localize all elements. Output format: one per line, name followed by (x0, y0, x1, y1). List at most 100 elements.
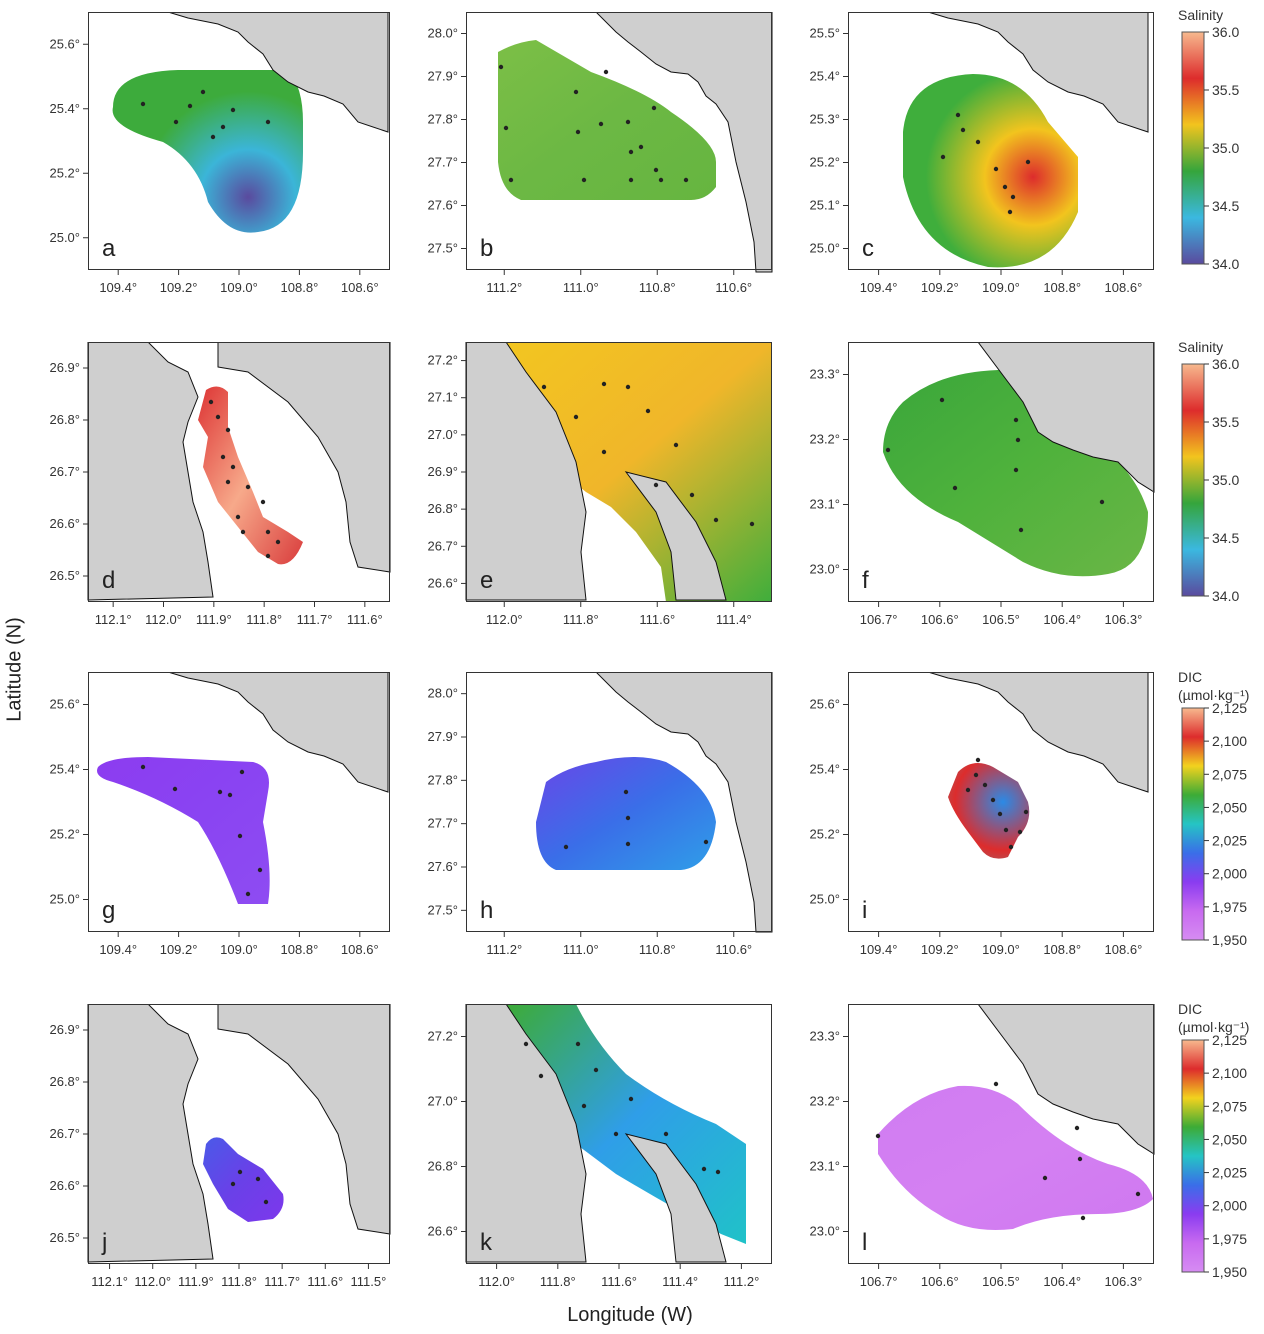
station-point (975, 139, 981, 145)
map-frame (466, 672, 772, 932)
x-tick-label: 108.6° (1105, 942, 1143, 957)
x-tick-label: 109.4° (860, 942, 898, 957)
y-tick-label: 28.0° (427, 26, 458, 41)
colorbar-title: DIC (1178, 1001, 1202, 1017)
map-svg-g: g 109.4° 109.2° 109.0° 108.8° 108.6° 25.6° 25.4… (49, 671, 390, 957)
x-tick-label: 109.0° (982, 280, 1020, 295)
map-frame (88, 672, 390, 932)
station-point (625, 841, 631, 847)
y-tick-label: 25.4° (49, 762, 80, 777)
x-tick-label: 106.5° (982, 612, 1020, 627)
map-svg-e: e 112.0° 111.8° 111.6° 111.4° 27.2° 27.1° 27.0°… (427, 341, 772, 627)
panel-letter: g (102, 897, 115, 924)
station-point (208, 399, 214, 405)
x-tick-label: 106.4° (1043, 1274, 1081, 1289)
x-tick-label: 108.6° (341, 280, 379, 295)
station-point (939, 397, 945, 403)
colorbar-tick-label: 35.5 (1212, 82, 1239, 98)
station-point (885, 447, 891, 453)
station-point (628, 177, 634, 183)
y-tick-label: 27.6° (427, 859, 458, 874)
station-point (581, 177, 587, 183)
y-tick-label: 27.8° (427, 112, 458, 127)
station-point (703, 839, 709, 845)
station-point (173, 119, 179, 125)
x-tick-label: 111.8° (221, 1274, 257, 1289)
map-frame (466, 342, 772, 602)
station-point (1008, 844, 1014, 850)
colorbar-title: (µmol·kg⁻¹) (1178, 1019, 1249, 1035)
map-svg-j: j 112.1° 112.0° 111.9° 111.8° 111.7° 111.6° 111… (49, 1003, 391, 1289)
x-tick-label: 106.5° (982, 1274, 1020, 1289)
y-tick-label: 25.1° (809, 198, 840, 213)
station-point (701, 1166, 707, 1172)
station-point (651, 105, 657, 111)
x-tick-label: 111.6° (347, 612, 383, 627)
station-point (220, 124, 226, 130)
colorbar-tick-label: 1,950 (1212, 932, 1247, 948)
station-point (265, 529, 271, 535)
x-tick-label: 109.2° (160, 942, 198, 957)
x-tick-label: 109.4° (860, 280, 898, 295)
station-point (625, 119, 631, 125)
panel-letter: i (862, 897, 867, 924)
land-coastline (927, 671, 1149, 793)
x-tick-label: 111.7° (297, 612, 333, 627)
station-point (265, 119, 271, 125)
y-tick-label: 27.6° (427, 198, 458, 213)
land-coastline (465, 1003, 727, 1263)
station-point (625, 815, 631, 821)
colorbar-tick-label: 2,025 (1212, 1165, 1247, 1181)
station-point (653, 482, 659, 488)
colorbar-tick-label: 1,975 (1212, 1231, 1247, 1247)
station-point (245, 891, 251, 897)
map-frame (88, 342, 390, 602)
station-point (598, 121, 604, 127)
y-tick-label: 25.0° (809, 241, 840, 256)
colorbar-tick-label: 2,125 (1212, 700, 1247, 716)
y-tick-label: 27.2° (427, 353, 458, 368)
station-point (601, 449, 607, 455)
map-panel-e: e 112.0° 111.8° 111.6° 111.4° 27.2° 27.1° 27.0°… (406, 341, 782, 637)
interpolated-field-f (883, 370, 1148, 577)
station-point (613, 1131, 619, 1137)
y-tick-label: 26.5° (49, 568, 80, 583)
map-panel-k: k 112.0° 111.8° 111.6° 111.4° 111.2° 27.2° 27.0… (406, 1003, 782, 1299)
colorbar-tick-label: 2,075 (1212, 1098, 1247, 1114)
y-tick-label: 25.0° (809, 892, 840, 907)
x-tick-label: 112.1° (95, 612, 132, 627)
colorbar-4: DIC (µmol·kg⁻¹)2,125 2,100 2,075 2,050 2,025 2… (1178, 1001, 1249, 1280)
colorbar-3: DIC (µmol·kg⁻¹)2,125 2,100 2,075 2,050 2,025 2… (1178, 669, 1249, 948)
station-point (503, 125, 509, 131)
colorbar-tick-label: 34.0 (1212, 588, 1239, 604)
station-point (237, 833, 243, 839)
station-point (523, 1041, 529, 1047)
map-frame (466, 1004, 772, 1264)
station-point (217, 789, 223, 795)
colorbar-tick-label: 34.0 (1212, 256, 1239, 272)
land-coastline (167, 671, 389, 793)
y-tick-label: 23.2° (809, 1094, 840, 1109)
y-tick-label: 27.9° (427, 69, 458, 84)
y-tick-label: 25.0° (49, 230, 80, 245)
station-point (1099, 499, 1105, 505)
map-panel-h: h 111.2° 111.0° 110.8° 110.6° 28.0° 27.9° 27.8°… (406, 671, 782, 967)
y-tick-label: 26.9° (49, 360, 80, 375)
y-tick-label: 26.8° (49, 412, 80, 427)
station-point (581, 1103, 587, 1109)
panel-letter: j (101, 1229, 107, 1256)
land-coastline (594, 11, 773, 273)
station-point (653, 167, 659, 173)
station-point (235, 514, 241, 520)
x-tick-label: 106.7° (860, 612, 898, 627)
x-tick-label: 106.6° (921, 1274, 959, 1289)
station-point (245, 484, 251, 490)
station-point (975, 757, 981, 763)
x-tick-label: 112.0° (486, 612, 523, 627)
y-tick-label: 26.6° (427, 1224, 458, 1239)
station-point (255, 1176, 261, 1182)
colorbar-ramp (1181, 707, 1205, 941)
y-tick-label: 25.2° (49, 165, 80, 180)
map-panel-b: b 111.2° 111.0° 110.8° 110.6° 28.0° 27.9° 27.8°… (406, 11, 782, 305)
station-point (1013, 417, 1019, 423)
